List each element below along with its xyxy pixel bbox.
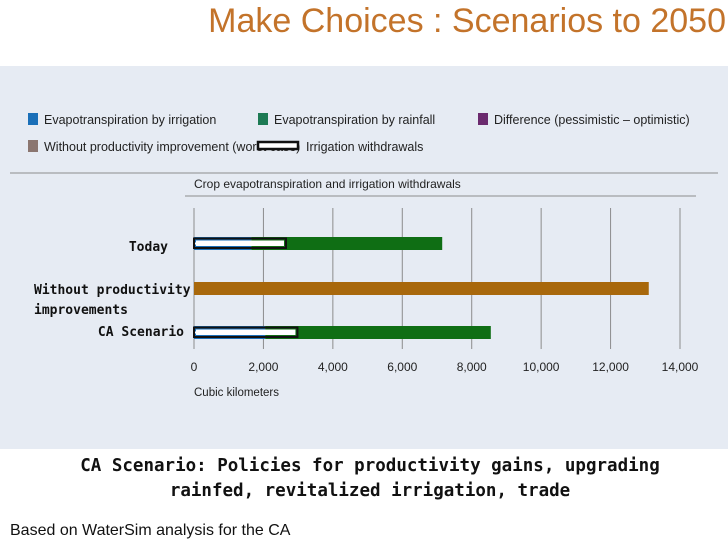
x-tick-labels: 0 2,000 4,000 6,000 8,000 10,000 12,000 14,000	[191, 360, 699, 374]
x-tick-label-2000: 2,000	[248, 360, 278, 374]
bar-ca-scenario-irrigation-withdrawals	[193, 326, 299, 338]
legend-label-evapotranspiration-by-rainfall: Evapotranspiration by rainfall	[274, 113, 435, 127]
x-axis-label: Cubic kilometers	[194, 387, 279, 399]
x-tick-label-8000: 8,000	[457, 360, 487, 374]
x-tick-label-10000: 10,000	[523, 360, 560, 374]
chart-panel: Evapotranspiration by irrigation Evapotra…	[0, 66, 728, 449]
legend-label-evapotranspiration-by-irrigation: Evapotranspiration by irrigation	[44, 113, 216, 127]
category-label-without-productivity-improvements-line-2: improvements	[34, 303, 128, 318]
bars	[193, 237, 649, 339]
x-tick-label-14000: 14,000	[662, 360, 699, 374]
category-label-ca-scenario: CA Scenario	[98, 325, 184, 340]
caption: CA Scenario: Policies for productivity g…	[80, 456, 660, 501]
category-label-today: Today	[129, 240, 168, 255]
bar-today-irrigation-withdrawals	[193, 237, 287, 249]
legend-label-without-productivity-improvement-worst-case: Without productivity improvement (worst …	[44, 140, 300, 154]
legend-swatch-irrigation-withdrawals	[256, 140, 300, 151]
x-tick-label-4000: 4,000	[318, 360, 348, 374]
bar-today-evapotranspiration-by-rainfall	[251, 237, 443, 250]
legend: Evapotranspiration by irrigation Evapotra…	[28, 113, 690, 154]
bar-ca-scenario-evapotranspiration-by-rainfall	[265, 326, 491, 339]
bar-without-productivity-improvements-without-productivity-improvement-worst-case	[194, 282, 649, 295]
bar-fill-today-irrigation-withdrawals	[196, 240, 284, 246]
x-tick-label-6000: 6,000	[387, 360, 417, 374]
x-tick-label-12000: 12,000	[592, 360, 629, 374]
chart-title: Crop evapotranspiration and irrigation w…	[194, 177, 461, 191]
legend-swatch-evapotranspiration-by-irrigation	[28, 113, 38, 125]
category-labels: Today Without productivity improvements CA …	[34, 240, 191, 340]
legend-swatch-difference-pessimistic-optimistic	[478, 113, 488, 125]
bar-fill-ca-scenario-irrigation-withdrawals	[196, 329, 296, 335]
category-label-without-productivity-improvements-line-1: Without productivity	[34, 283, 191, 298]
slide-title: Make Choices : Scenarios to 2050	[0, 2, 728, 41]
legend-label-irrigation-withdrawals: Irrigation withdrawals	[306, 140, 423, 154]
chart-svg: Evapotranspiration by irrigation Evapotra…	[10, 113, 718, 399]
legend-swatch-without-productivity-improvement-worst-case	[28, 140, 38, 152]
source-note: Based on WaterSim analysis for the CA	[10, 522, 291, 539]
legend-swatch-evapotranspiration-by-rainfall	[258, 113, 268, 125]
x-tick-label-0: 0	[191, 360, 198, 374]
legend-label-difference-pessimistic-optimistic: Difference (pessimistic – optimistic)	[494, 113, 690, 127]
slide-title-text: Make Choices : Scenarios to 2050	[208, 2, 726, 40]
gridlines	[193, 208, 681, 349]
